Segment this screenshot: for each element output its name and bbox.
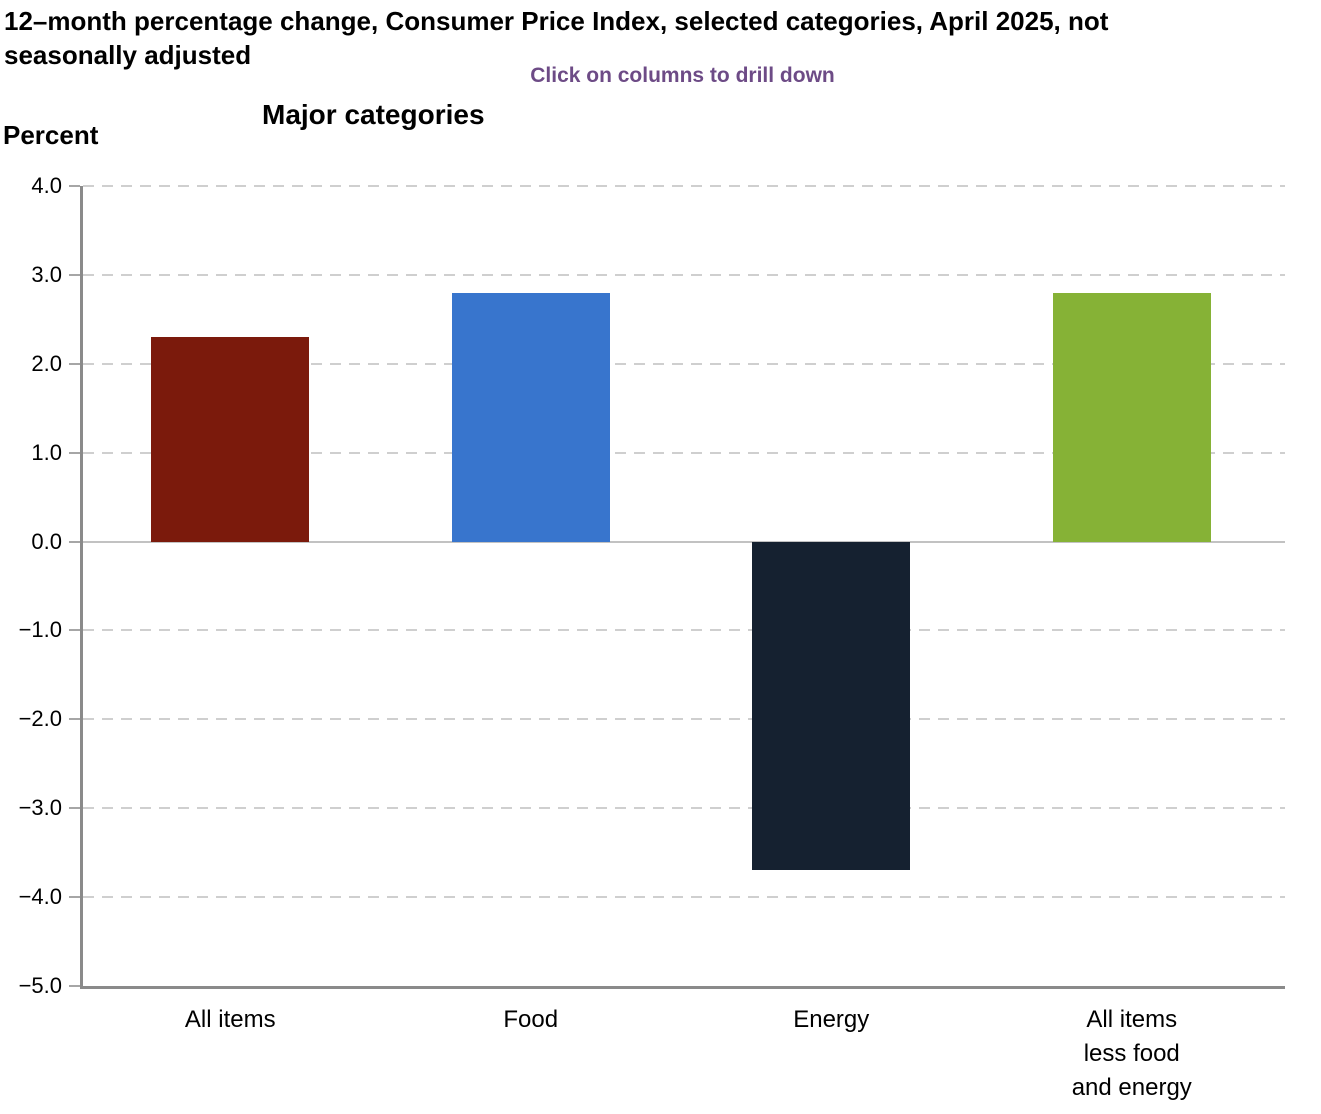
y-tick-label: −4.0 xyxy=(18,884,62,910)
y-tick-label: −1.0 xyxy=(18,617,62,643)
x-category-label-line: All items xyxy=(1086,1006,1178,1033)
bar-energy[interactable] xyxy=(752,541,911,871)
x-category-label-line: less food xyxy=(1083,1040,1180,1067)
gridline xyxy=(83,185,1285,187)
y-axis-tick xyxy=(69,629,80,632)
y-tick-label: −5.0 xyxy=(18,973,62,998)
y-tick-label: 0.0 xyxy=(31,528,62,554)
y-axis-tick xyxy=(69,273,80,276)
drilldown-hint: Click on columns to drill down xyxy=(530,64,835,87)
y-tick-label: −3.0 xyxy=(18,795,62,821)
y-axis-tick xyxy=(69,718,80,721)
zero-baseline xyxy=(83,540,1285,543)
gridline xyxy=(83,451,1285,454)
gridline xyxy=(83,718,1285,721)
x-category-label: All items less food and energy xyxy=(982,1003,1282,1105)
gridline xyxy=(83,896,1285,899)
x-category-label: Food xyxy=(381,1003,681,1037)
bar-food[interactable] xyxy=(451,292,610,542)
y-axis-tick xyxy=(69,540,80,543)
y-tick-label: 4.0 xyxy=(31,173,62,198)
y-axis-tick xyxy=(69,807,80,810)
bar-all-items[interactable] xyxy=(151,337,310,542)
bar-all-items-less-food-and-energy[interactable] xyxy=(1052,292,1211,542)
x-category-label-line: Food xyxy=(503,1006,559,1033)
plot-area xyxy=(80,185,1285,989)
y-axis-unit-label: Percent xyxy=(3,120,99,150)
gridline xyxy=(83,273,1285,276)
chart-subtitle: Major categories xyxy=(262,99,485,130)
y-axis-tick xyxy=(69,985,80,987)
chart-title: 12–month percentage change, Consumer Pri… xyxy=(4,6,1109,70)
y-tick-label: 2.0 xyxy=(31,350,62,376)
x-category-label: Energy xyxy=(681,1003,981,1037)
x-category-label: All items xyxy=(80,1003,380,1037)
y-axis-tick xyxy=(69,896,80,899)
y-axis-tick xyxy=(69,362,80,365)
y-tick-label: 1.0 xyxy=(31,439,62,465)
y-tick-label: 3.0 xyxy=(31,261,62,287)
gridline xyxy=(83,629,1285,632)
x-category-label-line: and energy xyxy=(1071,1074,1192,1101)
gridline xyxy=(83,807,1285,810)
x-category-label-line: All items xyxy=(184,1006,276,1033)
gridline xyxy=(83,362,1285,365)
y-axis-tick xyxy=(69,451,80,454)
y-axis-tick xyxy=(69,185,80,187)
y-tick-label: −2.0 xyxy=(18,706,62,732)
x-category-label-line: Energy xyxy=(793,1006,870,1033)
